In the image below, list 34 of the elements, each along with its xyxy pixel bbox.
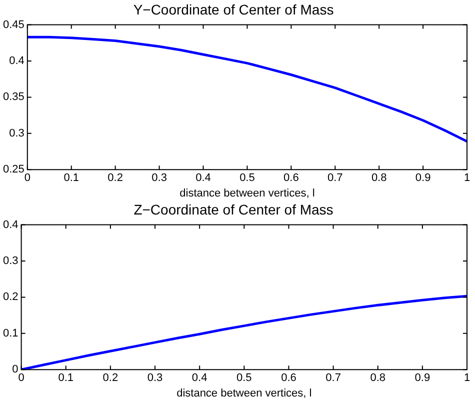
x-axis-title: distance between vertices, l: [176, 387, 312, 400]
x-tick-label: 1: [464, 172, 470, 184]
x-tick-label: 0.5: [236, 372, 252, 384]
x-tick-label: 0.7: [327, 172, 343, 184]
y-tick-label: 0.25: [2, 164, 24, 176]
x-tick-label: 0.4: [192, 372, 208, 384]
y-tick-label: 0.1: [2, 327, 18, 340]
x-tick-label: 0.6: [281, 372, 296, 384]
x-axis-title: distance between vertices, l: [180, 187, 315, 200]
x-tick-label: 0.5: [240, 172, 255, 184]
x-tick-label: 1: [464, 372, 470, 384]
y-tick-label: 0.45: [2, 18, 24, 31]
x-tick-label: 0.7: [326, 372, 341, 384]
y-tick-label: 0.3: [9, 127, 24, 140]
y-tick-label: 0.4: [9, 55, 24, 68]
chart-title: Y−Coordinate of Center of Mass: [133, 1, 334, 18]
y-tick-label: 0.3: [2, 255, 18, 268]
chart-title: Z−Coordinate of Center of Mass: [134, 201, 334, 218]
y-tick-label: 0.4: [2, 218, 18, 231]
y-tick-label: 0.35: [2, 91, 24, 104]
x-tick-label: 0.9: [415, 172, 431, 184]
x-tick-label: 0.1: [64, 172, 80, 184]
x-tick-label: 0.3: [147, 372, 163, 384]
x-tick-label: 0.3: [152, 172, 167, 184]
x-tick-label: 0.2: [108, 172, 123, 184]
x-tick-label: 0.8: [370, 372, 386, 384]
x-tick-label: 0.6: [284, 172, 299, 184]
y-tick-label: 0.2: [2, 291, 18, 304]
x-tick-label: 0.4: [196, 172, 211, 184]
x-tick-label: 0.2: [102, 372, 118, 384]
y-tick-label: 0: [12, 364, 18, 376]
x-tick-label: 0.9: [414, 372, 430, 384]
x-tick-label: 0.1: [58, 372, 74, 384]
x-tick-label: 0.8: [371, 172, 387, 184]
